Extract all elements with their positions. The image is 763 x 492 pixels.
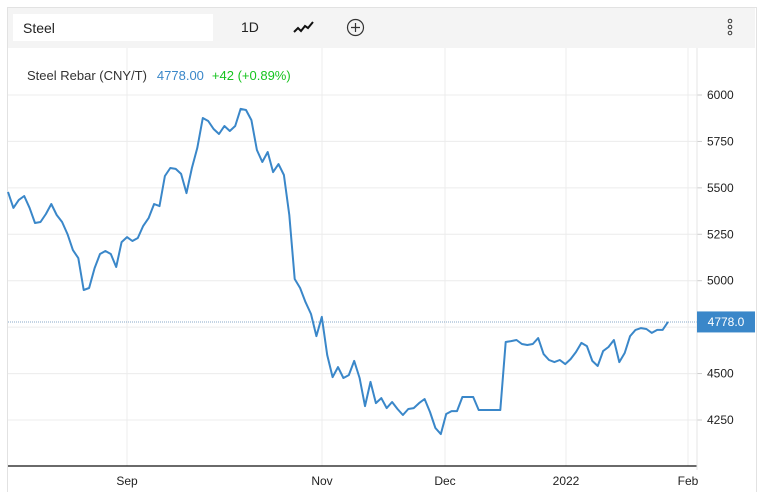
- price-change: +42 (+0.89%): [211, 68, 291, 83]
- y-tick-label: 5250: [707, 227, 734, 241]
- y-tick-label: 5500: [707, 181, 734, 195]
- last-price-tag: [697, 311, 755, 333]
- chart-legend: Steel Rebar (CNY/T) 4778.00 +42 (+0.89%): [27, 68, 291, 83]
- x-tick-label: Feb: [678, 474, 699, 488]
- series-line: [7, 107, 669, 436]
- y-tick-label: 4500: [707, 367, 734, 381]
- last-price-label: 4778.0: [708, 315, 745, 329]
- x-tick-label: Nov: [311, 474, 332, 488]
- y-tick-label: 4250: [707, 413, 734, 427]
- chart-frame: [7, 7, 757, 492]
- line-chart-icon[interactable]: [293, 18, 315, 38]
- instrument-name: Steel Rebar (CNY/T): [27, 68, 147, 83]
- plus-circle-icon[interactable]: [346, 18, 366, 38]
- interval-button[interactable]: 1D: [241, 19, 259, 35]
- x-tick-label: Sep: [116, 474, 138, 488]
- y-tick-label: 5750: [707, 134, 734, 148]
- y-tick-label: 6000: [707, 88, 734, 102]
- current-price: 4778.00: [156, 68, 204, 83]
- symbol-search-input[interactable]: [13, 14, 213, 41]
- vertical-dots-icon[interactable]: [724, 18, 736, 38]
- x-tick-label: Dec: [434, 474, 455, 488]
- y-tick-label: 5000: [707, 274, 734, 288]
- x-tick-label: 2022: [553, 474, 580, 488]
